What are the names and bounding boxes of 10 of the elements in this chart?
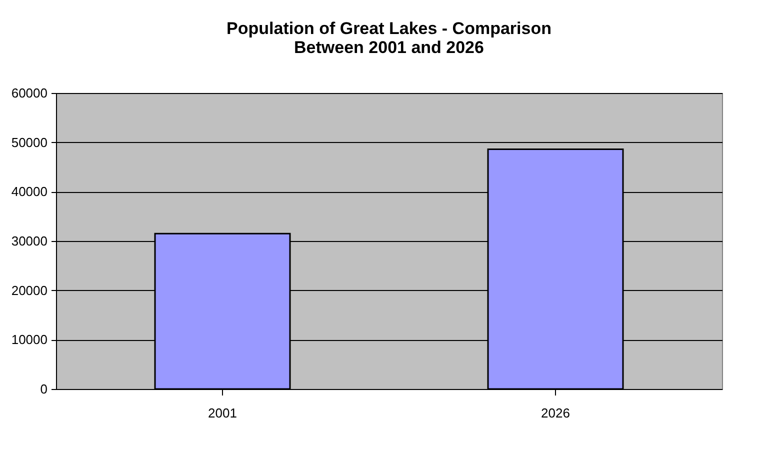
- y-tick-label: 60000: [11, 86, 48, 100]
- y-tick-label: 10000: [11, 332, 48, 348]
- y-tick-label: 50000: [11, 134, 48, 150]
- chart-title: Population of Great Lakes - Comparison Between 2001 and 2026: [226, 19, 552, 57]
- y-tick-label: 30000: [11, 234, 48, 248]
- y-tick-label: 40000: [11, 184, 48, 200]
- y-tick-label: 0: [40, 382, 48, 396]
- x-tick-label: 2026: [541, 406, 570, 420]
- x-tick-label: 2001: [208, 406, 237, 420]
- y-tick-label: 20000: [11, 282, 48, 298]
